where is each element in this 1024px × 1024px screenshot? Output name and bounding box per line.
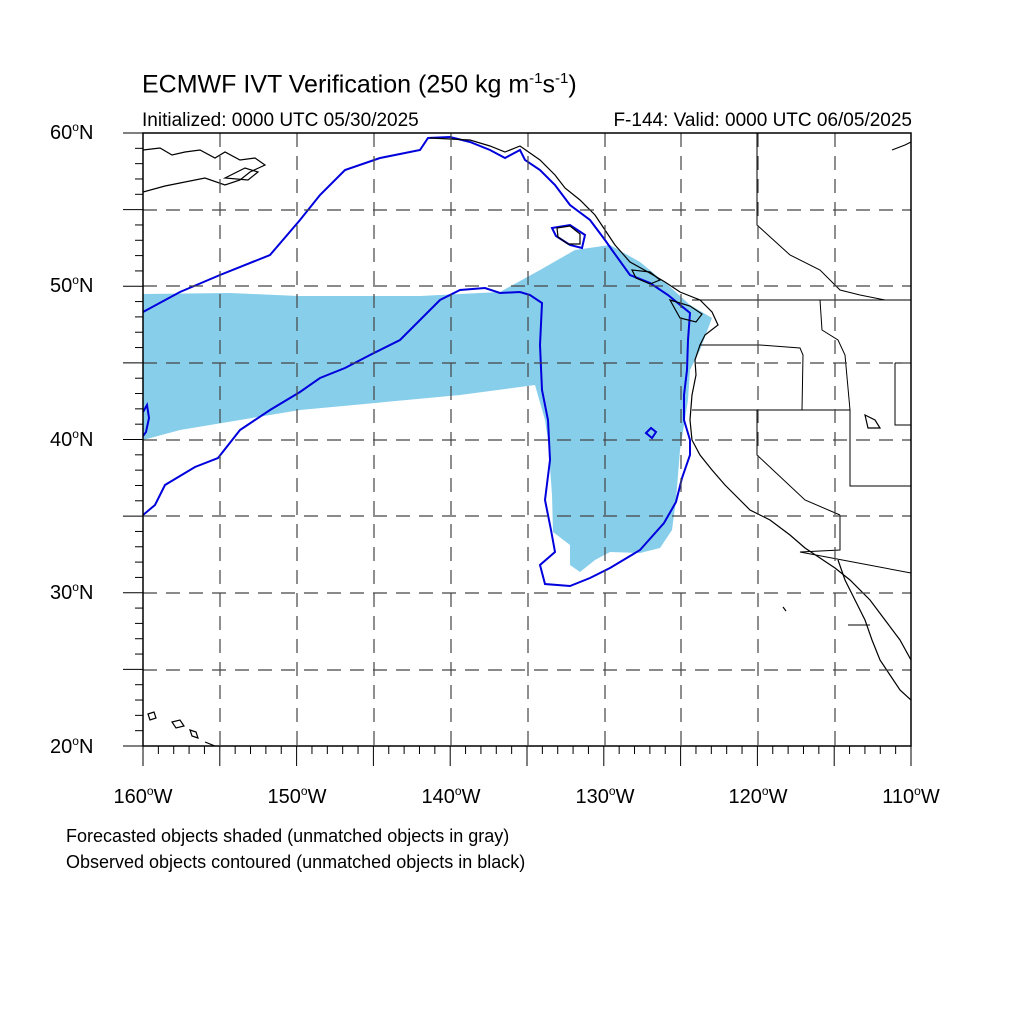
lon-label-120w: 120oW	[728, 784, 788, 808]
observed-ivt-contour-island	[550, 223, 587, 250]
lon-label-130w: 130oW	[575, 784, 635, 808]
lon-label-140w: 140oW	[421, 784, 481, 808]
map-title: ECMWF IVT Verification (250 kg m-1s-1)	[142, 70, 577, 99]
axis-ticks	[123, 132, 912, 766]
lat-label-50: 50oN	[50, 273, 94, 297]
valid-time-label: F-144: Valid: 0000 UTC 06/05/2025	[613, 110, 912, 131]
coastlines	[143, 137, 911, 746]
observed-ivt-contour-edge	[143, 402, 151, 437]
lon-label-160w: 160oW	[113, 784, 173, 808]
lat-label-40: 40oN	[50, 427, 94, 451]
init-time-label: Initialized: 0000 UTC 05/30/2025	[142, 110, 419, 131]
lat-lon-grid	[143, 133, 911, 746]
forecast-ivt-object	[143, 245, 712, 572]
lat-label-20: 20oN	[50, 734, 94, 758]
legend-observed-note: Observed objects contoured (unmatched ob…	[66, 852, 526, 872]
lon-label-110w: 110oW	[882, 784, 940, 808]
lat-label-60: 60oN	[50, 120, 94, 144]
observed-ivt-contour	[143, 135, 692, 588]
lon-label-150w: 150oW	[267, 784, 327, 808]
observed-ivt-contour-small	[644, 426, 658, 440]
lat-label-30: 30oN	[50, 580, 94, 604]
legend-forecast-note: Forecasted objects shaded (unmatched obj…	[66, 826, 510, 846]
political-boundaries	[692, 133, 911, 626]
